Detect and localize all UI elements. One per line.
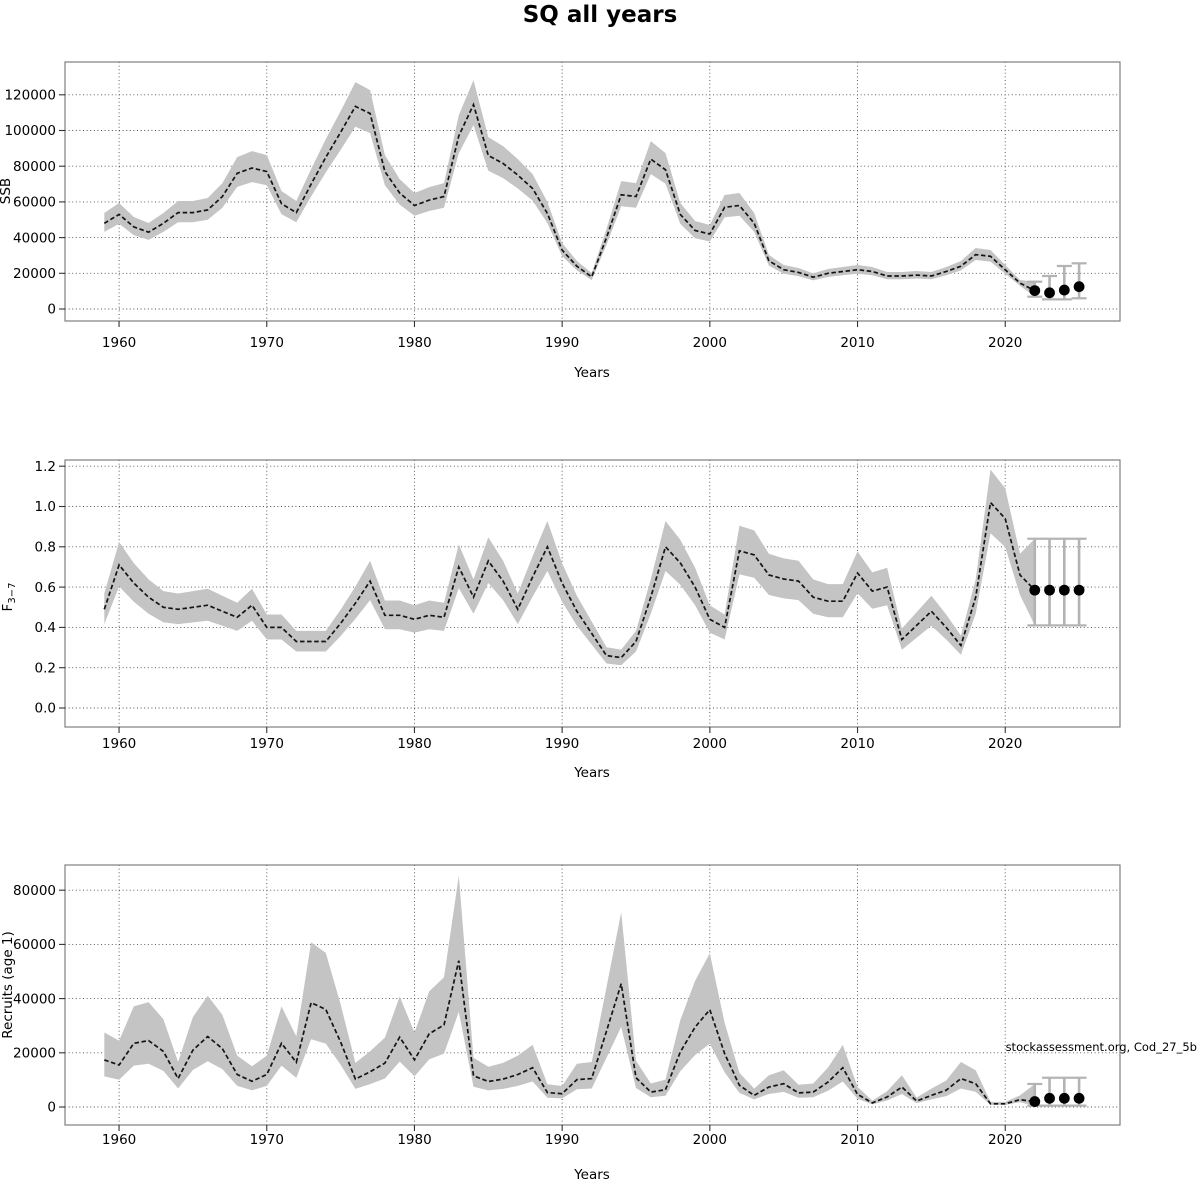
x-tick-label: 1970 — [250, 335, 284, 351]
ssb-median-line — [103, 102, 1036, 292]
page-title: SQ all years — [522, 2, 678, 28]
recruits-forecast-dot — [1044, 1092, 1055, 1104]
f-x-axis-title: Years — [573, 765, 610, 781]
y-tick-label: 40000 — [13, 230, 56, 246]
x-tick-label: 2010 — [840, 736, 874, 752]
y-tick-label: 0 — [47, 302, 56, 318]
ssb-forecast-dot — [1058, 284, 1070, 296]
f-forecast-dot — [1058, 584, 1070, 596]
f-forecast-dot — [1044, 584, 1055, 596]
y-tick-label: 0.8 — [35, 540, 56, 556]
y-tick-label: 0.4 — [35, 620, 56, 636]
y-tick-label: 80000 — [13, 159, 56, 175]
x-tick-label: 1990 — [545, 1132, 579, 1148]
ssb-confidence-band — [104, 80, 1035, 297]
f-forecast-dot — [1029, 584, 1041, 596]
x-tick-label: 2000 — [693, 1132, 727, 1148]
x-tick-label: 1970 — [250, 1132, 284, 1148]
x-tick-label: 2020 — [988, 335, 1022, 351]
x-tick-label: 1960 — [102, 335, 136, 351]
y-tick-label: 0.2 — [35, 660, 56, 676]
x-tick-label: 2020 — [988, 736, 1022, 752]
y-tick-label: 40000 — [13, 991, 56, 1007]
y-tick-label: 60000 — [13, 937, 56, 953]
f-confidence-band — [104, 469, 1035, 666]
x-tick-label: 1980 — [397, 335, 431, 351]
recruits-median-line — [104, 960, 1035, 1105]
recruits-confidence-band — [104, 875, 1035, 1106]
x-tick-label: 2000 — [693, 335, 727, 351]
y-tick-label: 0.6 — [35, 580, 56, 596]
y-tick-label: 20000 — [13, 1046, 56, 1062]
y-tick-label: 1.0 — [35, 499, 56, 515]
x-tick-label: 1980 — [397, 736, 431, 752]
f-median-line — [103, 500, 1036, 659]
recruits-x-axis-title: Years — [573, 1167, 610, 1183]
y-tick-label: 20000 — [13, 266, 56, 282]
x-tick-label: 2000 — [693, 736, 727, 752]
recruits-forecast-dot — [1058, 1092, 1070, 1104]
y-tick-label: 80000 — [13, 883, 56, 899]
recruits-panel: 1960 1970 1980 1990 2000 2010 2020 0 20000 40000 6… — [0, 864, 1121, 1183]
y-tick-label: 0.0 — [35, 701, 56, 717]
ssb-y-axis-title: SSB — [0, 178, 14, 204]
ssb-forecast-dot — [1073, 281, 1085, 293]
x-tick-label: 1990 — [545, 736, 579, 752]
recruits-y-axis-title: Recruits (age 1) — [0, 931, 16, 1039]
f-y-axis-title-subscript: 3−7 — [7, 583, 18, 604]
f-plot-border — [64, 459, 1121, 728]
ssb-panel: 1960 1970 1980 1990 2000 2010 2020 0 20000 40000 6… — [0, 61, 1121, 381]
x-tick-label: 1960 — [102, 1132, 136, 1148]
x-tick-label: 2010 — [840, 335, 874, 351]
x-tick-label: 2020 — [988, 1132, 1022, 1148]
x-tick-label: 2010 — [840, 1132, 874, 1148]
recruits-forecast-dot — [1073, 1092, 1085, 1104]
ssb-plot-border — [64, 61, 1121, 322]
y-tick-label: 100000 — [4, 123, 56, 139]
ssb-x-axis-title: Years — [573, 365, 610, 381]
y-tick-label: 0 — [47, 1100, 56, 1116]
f-y-axis-title: F3−7 — [0, 583, 18, 612]
ssb-forecast-dot — [1044, 287, 1055, 299]
recruits-forecast-dot — [1029, 1096, 1041, 1107]
x-tick-label: 1960 — [102, 736, 136, 752]
x-tick-label: 1990 — [545, 335, 579, 351]
y-tick-label: 120000 — [4, 88, 56, 104]
f-forecast-dot — [1073, 584, 1085, 596]
x-tick-label: 1980 — [397, 1132, 431, 1148]
recruits-plot-border — [64, 864, 1121, 1126]
y-tick-label: 1.2 — [35, 459, 56, 475]
f-panel: 1960 1970 1980 1990 2000 2010 2020 0.0 0.2 0.4 0.6… — [0, 459, 1121, 781]
y-tick-label: 60000 — [13, 195, 56, 211]
ssb-forecast-dot — [1029, 285, 1041, 297]
x-tick-label: 1970 — [250, 736, 284, 752]
